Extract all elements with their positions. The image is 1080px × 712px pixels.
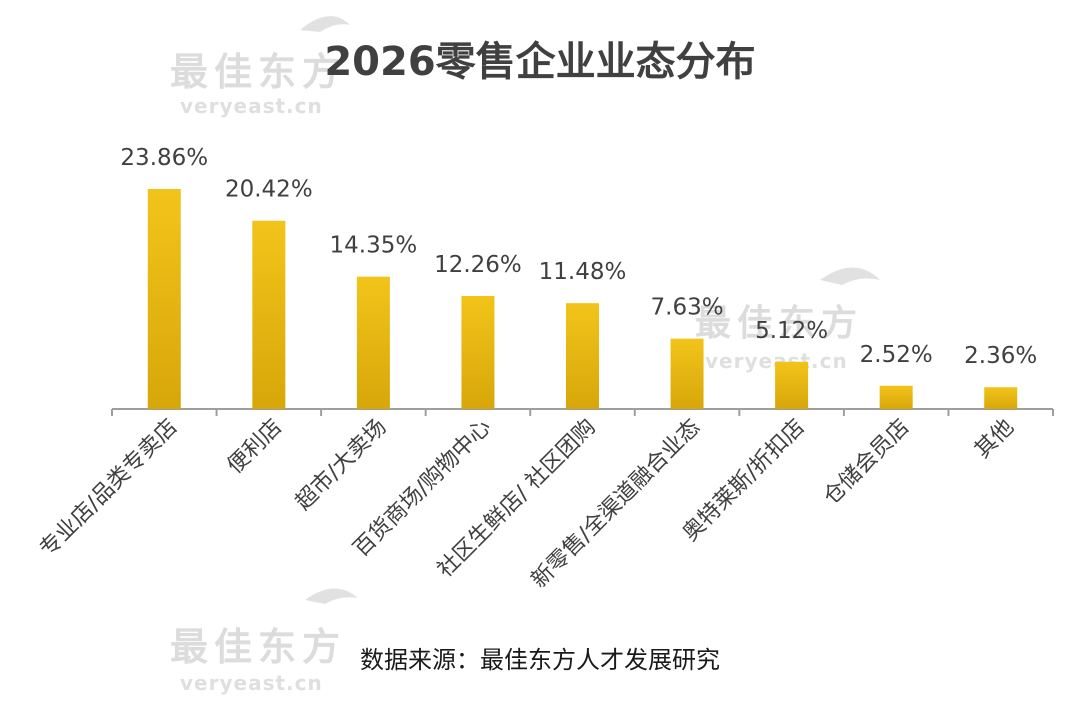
- bars-group: [147, 189, 1018, 409]
- bar: [461, 295, 495, 409]
- bar-value-label: 20.42%: [225, 177, 313, 203]
- bar-value-label: 2.36%: [964, 343, 1037, 369]
- bar-value-label: 7.63%: [651, 295, 724, 321]
- chart-title: 2026零售企业业态分布: [324, 39, 755, 85]
- category-label: 仓储会员店: [819, 415, 914, 510]
- watermark-bottom-left: 最佳东方 veryeast.cn: [170, 588, 358, 695]
- bar-value-label: 14.35%: [330, 233, 418, 259]
- category-label: 专业店/品类专卖店: [35, 415, 182, 562]
- watermark-domain: veryeast.cn: [180, 94, 323, 118]
- watermark-brand: 最佳东方: [170, 625, 346, 669]
- watermark-logo-icon: [820, 267, 880, 285]
- watermark-logo-icon: [305, 588, 358, 604]
- bar: [566, 303, 599, 409]
- bar: [252, 220, 286, 409]
- bar: [984, 387, 1018, 409]
- watermark-top-left: 最佳东方 veryeast.cn: [170, 16, 350, 118]
- watermark-logo-icon: [300, 16, 350, 32]
- bar: [879, 385, 913, 409]
- watermark-domain: veryeast.cn: [180, 671, 323, 695]
- source-note: 数据来源：最佳东方人才发展研究: [360, 646, 720, 674]
- bar-value-label: 11.48%: [539, 259, 627, 285]
- bar-value-label: 5.12%: [755, 318, 828, 344]
- bar-value-label: 23.86%: [120, 145, 208, 171]
- category-label: 超市/大卖场: [291, 415, 392, 516]
- watermark-brand: 最佳东方: [695, 303, 863, 344]
- category-label: 新零售/全渠道融合业态: [527, 415, 705, 593]
- watermark-brand: 最佳东方: [170, 50, 346, 94]
- tick-marks: [111, 409, 1054, 416]
- bar: [670, 338, 704, 409]
- category-label: 其他: [970, 415, 1019, 464]
- bar-value-label: 2.52%: [860, 342, 933, 368]
- bar: [775, 361, 809, 409]
- category-label: 便利店: [223, 415, 287, 479]
- bar-value-label: 12.26%: [434, 252, 522, 278]
- bar: [356, 276, 390, 409]
- value-labels: 23.86% 20.42% 14.35% 12.26% 11.48% 7.63% 5.12%…: [120, 145, 1037, 369]
- bar: [147, 189, 181, 409]
